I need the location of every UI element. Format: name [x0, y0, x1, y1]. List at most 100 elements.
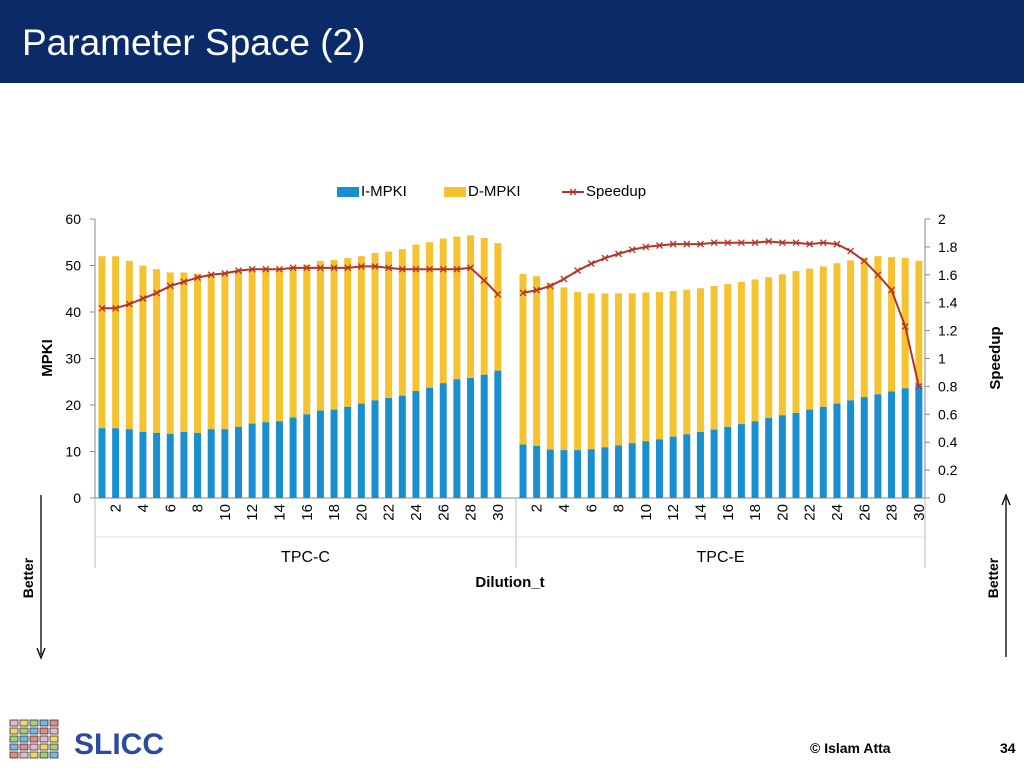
d-mpki-bar — [915, 260, 923, 386]
logo-cell — [39, 727, 49, 735]
d-mpki-bar — [901, 258, 909, 389]
y2-tick-label: 1.8 — [938, 239, 958, 255]
speedup-point — [874, 271, 882, 279]
d-mpki-bar — [398, 249, 406, 396]
d-mpki-bar — [235, 271, 242, 427]
logo-cell — [39, 735, 49, 743]
speedup-point — [180, 278, 188, 286]
i-mpki-bar — [194, 432, 202, 498]
i-mpki-bar — [303, 414, 311, 498]
speedup-point — [533, 286, 541, 294]
d-mpki-bar — [221, 272, 229, 430]
speedup-point — [628, 246, 636, 254]
i-mpki-bar — [847, 400, 855, 498]
i-mpki-bar — [453, 379, 461, 498]
slicc-logo: SLICC — [4, 716, 164, 769]
group-label: TPC-E — [697, 549, 745, 566]
i-mpki-bar — [494, 370, 502, 498]
speedup-point — [439, 265, 447, 273]
title-bar: Parameter Space (2) — [0, 0, 1024, 83]
up-arrow-icon — [1001, 493, 1011, 506]
d-mpki-bar — [344, 258, 352, 407]
logo-cell — [39, 743, 49, 751]
y2-tick-label: 1.2 — [938, 323, 958, 339]
x-tick-label: 30 — [490, 504, 507, 521]
speedup-point — [125, 300, 133, 308]
i-mpki-bar — [112, 428, 120, 498]
speedup-point — [194, 274, 202, 282]
speedup-point — [289, 264, 297, 272]
i-mpki-bar — [262, 422, 270, 498]
i-mpki-bar — [467, 378, 475, 498]
i-mpki-bar — [344, 406, 352, 498]
x-tick-label: 24 — [829, 504, 846, 521]
d-mpki-bar — [628, 293, 636, 444]
x-tick-label: 22 — [802, 504, 819, 521]
i-mpki-bar — [289, 417, 297, 498]
i-mpki-bar — [669, 436, 677, 498]
speedup-point — [453, 265, 461, 273]
i-mpki-bar — [439, 383, 447, 498]
x-tick-label: 16 — [299, 504, 316, 521]
speedup-point — [398, 265, 406, 273]
legend-swatch-i-mpki — [337, 187, 359, 197]
i-mpki-bar — [901, 388, 909, 498]
d-mpki-bar — [207, 273, 215, 430]
d-mpki-bar — [139, 265, 147, 432]
d-mpki-bar — [847, 260, 855, 401]
d-mpki-bar — [737, 281, 745, 425]
d-mpki-bar — [426, 242, 434, 388]
logo-cell — [19, 751, 29, 759]
i-mpki-bar — [601, 447, 609, 498]
logo-cell — [9, 743, 19, 751]
d-mpki-bar — [751, 279, 759, 422]
i-mpki-bar — [125, 429, 133, 498]
y-tick-label: 20 — [65, 397, 81, 413]
i-mpki-bar — [819, 406, 827, 498]
i-mpki-bar — [426, 387, 434, 498]
speedup-point — [710, 239, 718, 247]
i-mpki-bar — [248, 423, 256, 498]
d-mpki-bar — [724, 284, 732, 427]
x-axis-title: Dilution_t — [475, 574, 544, 591]
down-arrow-icon — [36, 647, 46, 660]
legend-swatch-d-mpki — [444, 187, 466, 197]
d-mpki-bar — [888, 257, 896, 392]
slide-title: Parameter Space (2) — [22, 22, 366, 63]
y-tick-label: 0 — [73, 490, 81, 506]
speedup-point — [656, 242, 663, 249]
d-mpki-bar — [125, 260, 133, 430]
y-tick-label: 30 — [65, 351, 81, 367]
d-mpki-bar — [792, 271, 800, 413]
speedup-point — [316, 264, 324, 272]
chart: 0 10 20 30 40 50 60 0 0.2 0.4 0.6 0.8 1 1.2 1.4 1.6 1.8 2… — [20, 183, 1011, 660]
logo-grid-icon — [9, 719, 59, 759]
y2-tick-label: 0.4 — [938, 434, 958, 450]
d-mpki-bar — [615, 293, 623, 446]
speedup-point — [235, 267, 242, 275]
logo-cell — [29, 743, 39, 751]
d-mpki-bar — [330, 259, 338, 410]
i-mpki-bar — [519, 444, 527, 498]
d-mpki-bar — [303, 264, 311, 415]
speedup-point — [560, 275, 568, 283]
speedup-point — [901, 322, 909, 330]
y2-tick-label: 2 — [938, 211, 946, 227]
logo-cell — [9, 751, 19, 759]
x-tick-label: 4 — [556, 504, 573, 512]
speedup-point — [587, 260, 595, 268]
speedup-point — [371, 262, 379, 270]
d-mpki-bar — [533, 276, 541, 446]
speedup-point — [860, 257, 868, 265]
i-mpki-bar — [98, 428, 106, 498]
logo-cell — [9, 727, 19, 735]
better-label-right: Better — [985, 557, 1001, 598]
d-mpki-bar — [316, 260, 324, 411]
speedup-point — [494, 290, 502, 298]
i-mpki-bar — [398, 395, 406, 498]
logo-cell — [29, 727, 39, 735]
d-mpki-bar — [371, 252, 379, 401]
x-tick-label: 20 — [353, 504, 370, 521]
x-tick-label: 10 — [638, 504, 655, 521]
x-tick-label: 18 — [747, 504, 764, 521]
